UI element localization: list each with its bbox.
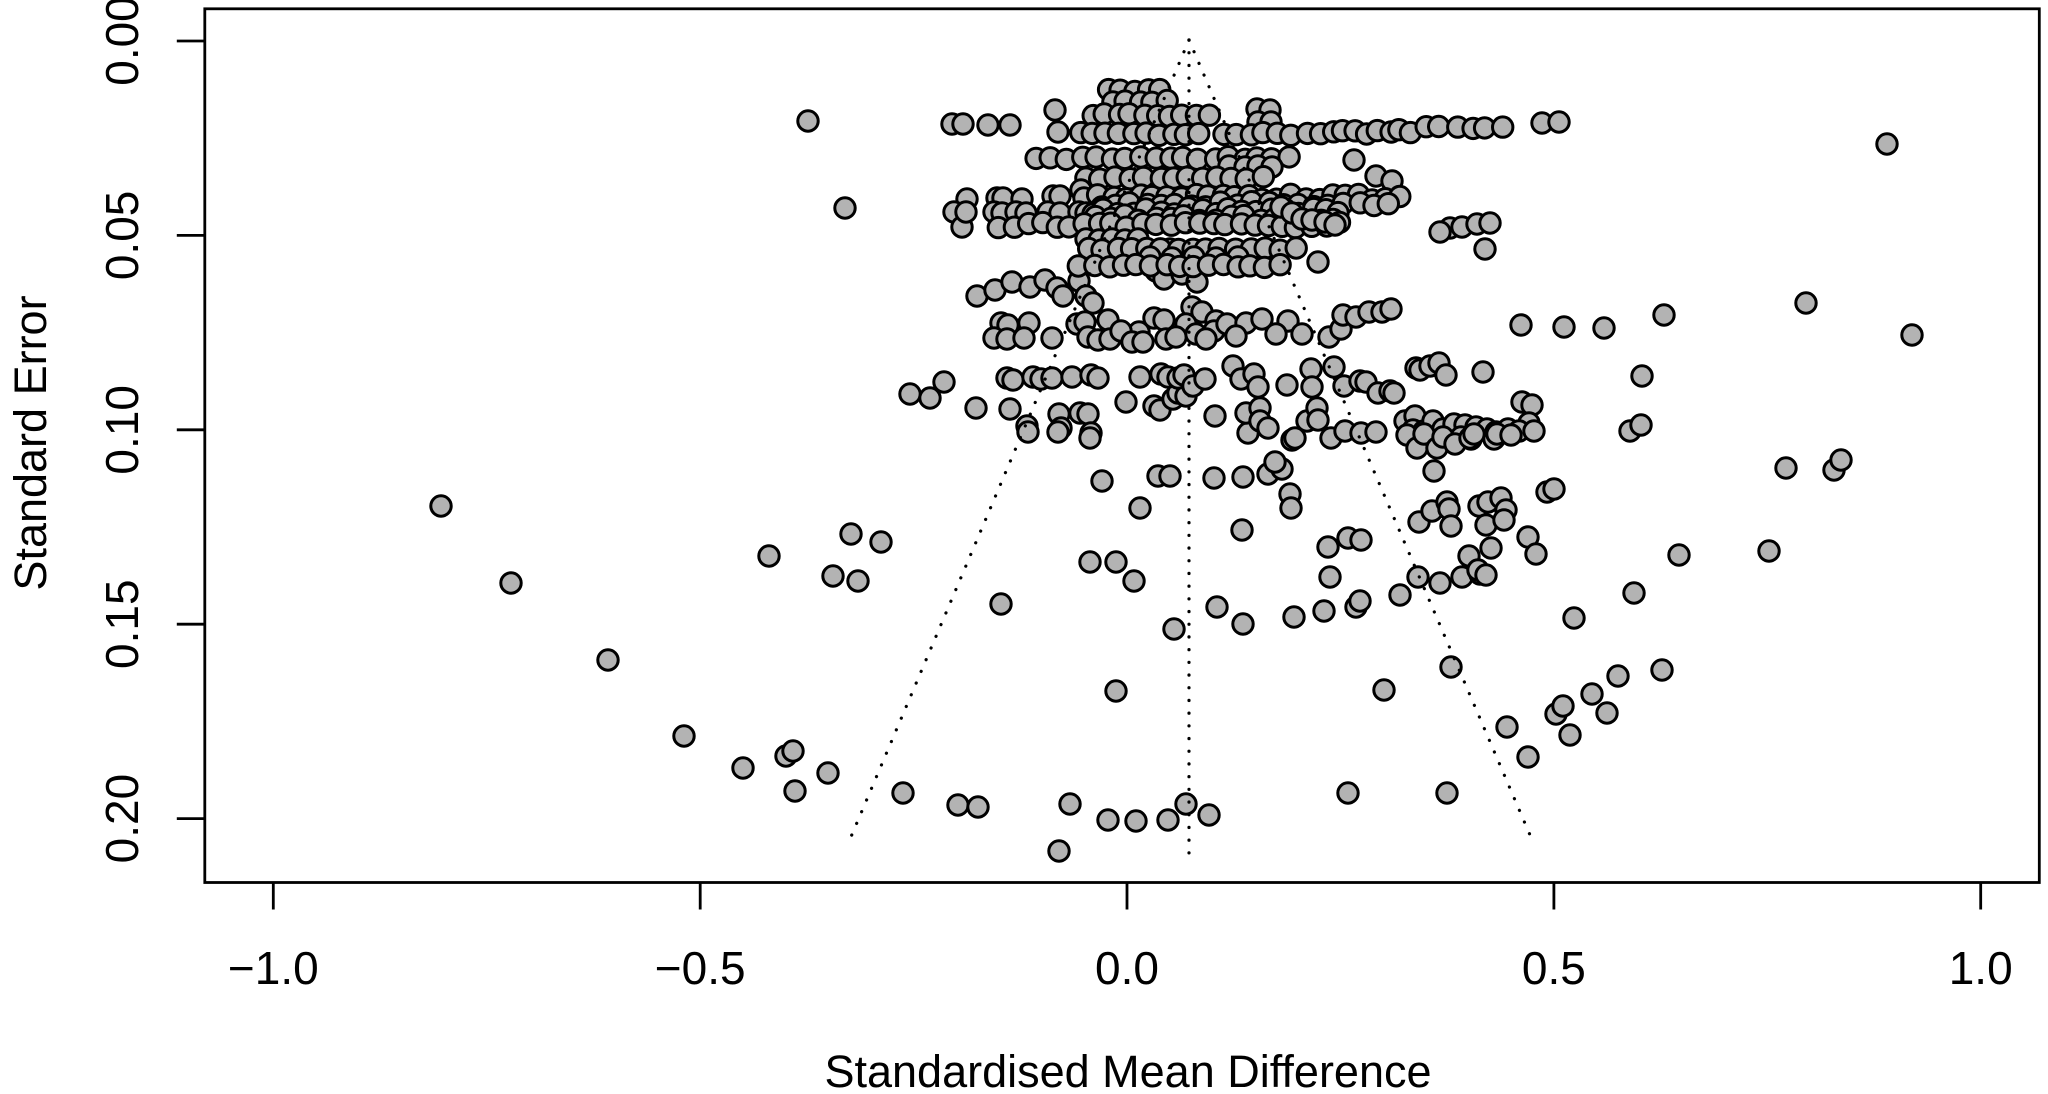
svg-text:0.05: 0.05 — [96, 191, 148, 281]
svg-text:−0.5: −0.5 — [655, 942, 746, 994]
svg-text:0.20: 0.20 — [96, 774, 148, 864]
svg-text:1.0: 1.0 — [1949, 942, 2013, 994]
svg-text:−1.0: −1.0 — [228, 942, 319, 994]
svg-text:0.10: 0.10 — [96, 385, 148, 475]
svg-text:0.0: 0.0 — [1095, 942, 1159, 994]
svg-text:0.5: 0.5 — [1522, 942, 1586, 994]
svg-text:0.00: 0.00 — [96, 0, 148, 86]
svg-text:Standardised Mean Difference: Standardised Mean Difference — [824, 1046, 1431, 1089]
svg-text:Standard Error: Standard Error — [5, 295, 56, 590]
svg-text:0.15: 0.15 — [96, 579, 148, 669]
